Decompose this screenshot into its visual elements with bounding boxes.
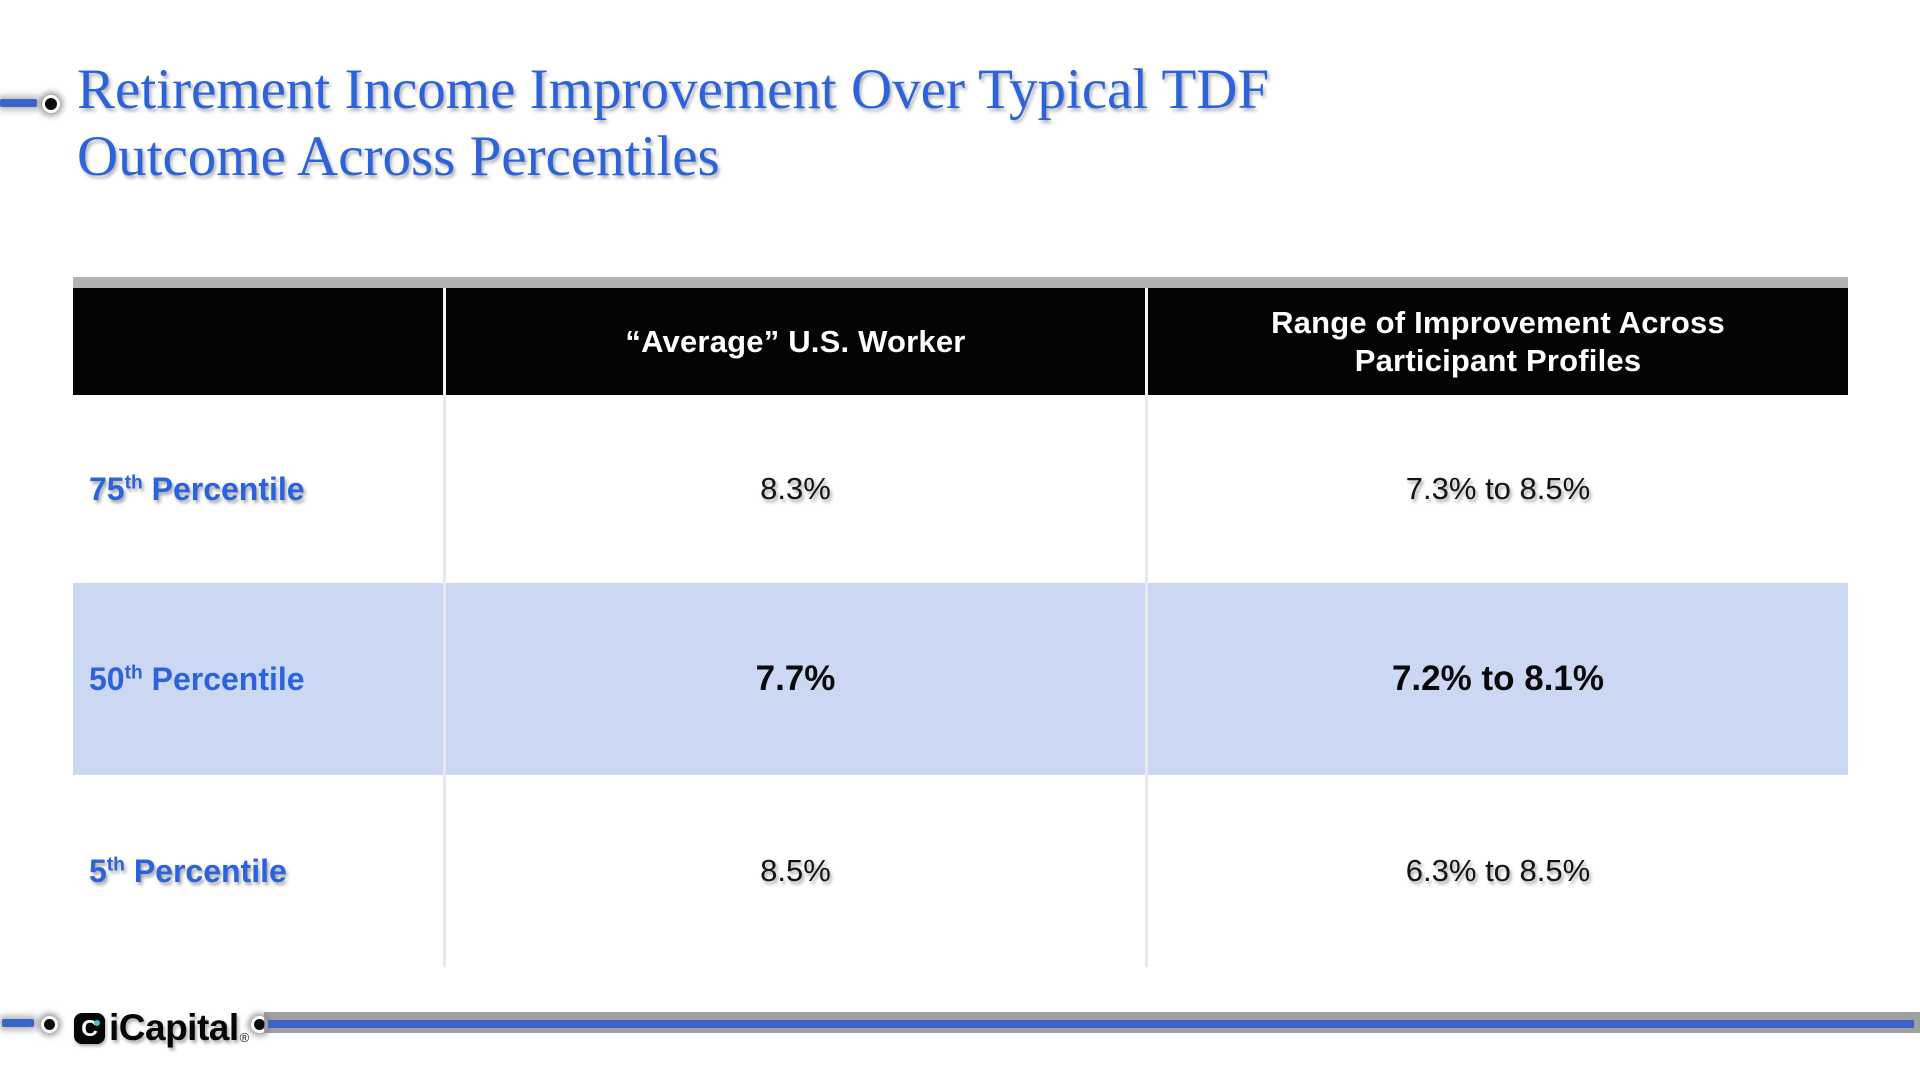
cell-average-50th: 7.7% [443, 583, 1145, 775]
page-title-line-2: Outcome Across Percentiles [77, 125, 720, 188]
bullet-dot-icon [42, 95, 60, 113]
percentile-number: 50 [89, 660, 125, 697]
table-row-50th-highlighted: 50th Percentile 7.7% 7.2% to 8.1% [73, 583, 1848, 775]
cell-average-75th: 8.3% [443, 395, 1145, 583]
range-value: 7.2% to 8.1% [1391, 659, 1605, 698]
table-top-border [73, 277, 1848, 288]
accent-dash-icon [0, 99, 37, 107]
percentile-word: Percentile [124, 852, 287, 889]
percentile-word: Percentile [142, 660, 305, 697]
logo-wordmark: iCapital [109, 1007, 239, 1048]
cell-range-50th: 7.2% to 8.1% [1145, 583, 1848, 775]
header-cell-blank [73, 288, 443, 395]
header-label: “Average” U.S. Worker [625, 323, 966, 359]
logo-cyan-dot-icon [94, 1019, 100, 1026]
footer-bullet-dot-icon [41, 1016, 58, 1033]
icapital-logo: C iCapital ® [74, 1007, 249, 1049]
average-value: 8.5% [760, 853, 831, 888]
header-label-line-2: Participant Profiles [1354, 342, 1642, 378]
average-value: 7.7% [755, 659, 836, 698]
row-label-50th: 50th Percentile [73, 661, 443, 698]
table-row-75th: 75th Percentile 8.3% 7.3% to 8.5% [73, 395, 1848, 583]
range-value: 6.3% to 8.5% [1405, 853, 1591, 888]
range-value: 7.3% to 8.5% [1405, 471, 1591, 506]
cell-range-5th: 6.3% to 8.5% [1145, 775, 1848, 967]
cell-range-75th: 7.3% to 8.5% [1145, 395, 1848, 583]
footer-accent-dash-icon [2, 1019, 34, 1027]
percentile-suffix: th [106, 853, 125, 875]
registered-mark: ® [239, 1030, 250, 1045]
percentile-word: Percentile [142, 470, 305, 507]
percentile-number: 75 [89, 470, 125, 507]
table-row-5th: 5th Percentile 8.5% 6.3% to 8.5% [73, 775, 1848, 967]
percentile-suffix: th [124, 661, 143, 683]
percentile-table: “Average” U.S. Worker Range of Improveme… [73, 277, 1848, 967]
page-title: Retirement Income Improvement Over Typic… [77, 56, 1477, 190]
footer-accent-line [268, 1020, 1914, 1028]
header-label-line-1: Range of Improvement Across [1271, 304, 1725, 340]
logo-glyph: C [81, 1014, 98, 1041]
percentile-suffix: th [124, 471, 143, 493]
page-title-line-1: Retirement Income Improvement Over Typic… [77, 58, 1270, 121]
icapital-logo-icon: C [74, 1012, 105, 1044]
header-cell-average-worker: “Average” U.S. Worker [443, 288, 1145, 395]
table-header-row: “Average” U.S. Worker Range of Improveme… [73, 288, 1848, 395]
row-label-5th: 5th Percentile [73, 853, 443, 890]
header-cell-range-improvement: Range of Improvement Across Participant … [1145, 288, 1848, 395]
average-value: 8.3% [760, 471, 831, 506]
percentile-number: 5 [89, 852, 107, 889]
row-label-75th: 75th Percentile [73, 471, 443, 508]
cell-average-5th: 8.5% [443, 775, 1145, 967]
